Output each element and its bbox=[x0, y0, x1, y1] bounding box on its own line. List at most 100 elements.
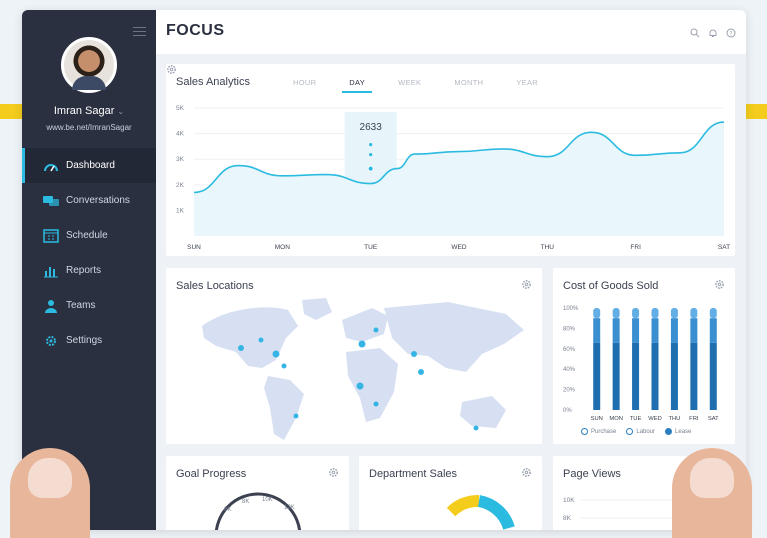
tab-month[interactable]: MONTH bbox=[454, 78, 484, 87]
map-australia bbox=[460, 396, 506, 428]
speedometer-icon bbox=[42, 159, 60, 173]
topbar: FOCUS ? bbox=[156, 10, 746, 54]
sidebar-item-label: Teams bbox=[66, 300, 96, 311]
bar-segment-purchase bbox=[632, 342, 640, 410]
sidebar-item-conversations[interactable]: Conversations bbox=[22, 183, 156, 218]
department-donut-chart bbox=[446, 495, 515, 530]
map-marker bbox=[358, 340, 366, 348]
topbar-actions: ? bbox=[690, 25, 736, 38]
map-south-america bbox=[264, 376, 304, 440]
settings-gear-icon[interactable] bbox=[521, 279, 532, 290]
user-profile-link[interactable]: www.be.net/ImranSagar bbox=[46, 123, 132, 132]
series-area bbox=[194, 122, 724, 236]
world-map[interactable] bbox=[166, 268, 542, 444]
y-tick-label: 1K bbox=[176, 207, 185, 214]
legend-item-labour[interactable]: Labour bbox=[626, 428, 655, 435]
svg-text:?: ? bbox=[729, 30, 732, 37]
bar-segment-purchase bbox=[709, 342, 717, 410]
brand-logo: FOCUS bbox=[166, 22, 225, 39]
bar-segment-lease bbox=[670, 308, 678, 319]
gauge-tick: 6K bbox=[224, 507, 231, 513]
sidebar-item-label: Schedule bbox=[66, 230, 108, 241]
help-icon[interactable]: ? bbox=[726, 25, 736, 38]
bar-segment-labour bbox=[670, 318, 678, 343]
gear-icon bbox=[42, 334, 60, 348]
menu-toggle-icon[interactable] bbox=[133, 24, 146, 39]
x-tick-label: FRI bbox=[630, 244, 641, 251]
x-tick-label: TUE bbox=[630, 416, 642, 422]
background-stripe-left bbox=[0, 104, 24, 119]
data-point-highlight bbox=[367, 165, 374, 172]
card-title: Sales Analytics bbox=[176, 76, 250, 88]
tab-week[interactable]: WEEK bbox=[398, 78, 422, 87]
sidebar-item-teams[interactable]: Teams bbox=[22, 288, 156, 323]
gauge-tick: 8K bbox=[242, 499, 249, 505]
bar-chart-icon bbox=[42, 264, 60, 278]
map-marker bbox=[411, 351, 417, 357]
sidebar-item-label: Conversations bbox=[66, 195, 130, 206]
chat-icon bbox=[42, 194, 60, 208]
sidebar-item-dashboard[interactable]: Dashboard bbox=[22, 148, 156, 183]
y-tick-label: 40% bbox=[563, 367, 576, 373]
chevron-down-icon[interactable]: ⌄ bbox=[117, 107, 125, 116]
tooltip-dot bbox=[369, 152, 373, 157]
bar-segment-lease bbox=[593, 308, 601, 319]
x-tick-label: MON bbox=[609, 416, 623, 422]
settings-gear-icon[interactable] bbox=[328, 467, 339, 478]
y-tick-label: 80% bbox=[563, 326, 576, 332]
map-marker bbox=[272, 350, 280, 358]
sidebar-nav: Dashboard Conversations Schedule Reports… bbox=[22, 148, 156, 358]
sidebar-item-label: Settings bbox=[66, 335, 103, 346]
users-icon bbox=[42, 299, 60, 313]
right-thumb bbox=[672, 448, 752, 538]
sidebar-item-label: Reports bbox=[66, 265, 102, 276]
x-tick-label: SUN bbox=[591, 416, 603, 422]
tooltip-value: 2633 bbox=[360, 122, 383, 133]
sidebar-item-settings[interactable]: Settings bbox=[22, 323, 156, 358]
bell-icon[interactable] bbox=[708, 25, 718, 37]
sales-locations-card: Sales Locations bbox=[166, 268, 542, 444]
user-name[interactable]: Imran Sagar ⌄ bbox=[53, 105, 125, 117]
x-tick-label: THU bbox=[668, 416, 680, 422]
goal-progress-card: Goal Progress 6K 8K 10K 12K bbox=[166, 456, 349, 530]
sidebar-item-schedule[interactable]: Schedule bbox=[22, 218, 156, 253]
map-north-america bbox=[202, 307, 298, 368]
bar-segment-lease bbox=[709, 308, 717, 319]
y-tick-label: 5K bbox=[176, 105, 185, 112]
map-greenland bbox=[302, 298, 332, 320]
sidebar-item-label: Dashboard bbox=[66, 160, 115, 171]
bar-segment-labour bbox=[690, 318, 698, 343]
donut-segment-yellow bbox=[446, 495, 480, 517]
map-marker bbox=[238, 345, 244, 351]
x-tick-label: THU bbox=[541, 244, 555, 251]
y-tick-label: 100% bbox=[563, 306, 579, 312]
sales-analytics-card: Sales Analytics HOUR DAY WEEK MONTH YEAR… bbox=[166, 64, 735, 256]
map-europe bbox=[342, 308, 388, 342]
goal-gauge: 6K 8K 10K 12K bbox=[214, 492, 302, 530]
legend-item-lease[interactable]: Lease bbox=[665, 428, 691, 435]
tooltip-dot bbox=[369, 142, 373, 147]
sidebar-item-reports[interactable]: Reports bbox=[22, 253, 156, 288]
settings-gear-icon[interactable] bbox=[714, 279, 725, 290]
legend-item-purchase[interactable]: Purchase bbox=[581, 428, 616, 435]
bar-segment-labour bbox=[651, 318, 659, 343]
card-title: Page Views bbox=[563, 468, 621, 480]
y-tick-label: 10K bbox=[563, 497, 575, 504]
y-tick-label: 2K bbox=[176, 182, 185, 189]
map-marker bbox=[356, 382, 364, 390]
settings-gear-icon[interactable] bbox=[166, 64, 177, 75]
x-tick-label: SAT bbox=[718, 244, 730, 251]
search-icon[interactable] bbox=[690, 25, 700, 38]
avatar[interactable] bbox=[61, 37, 117, 93]
map-asia bbox=[384, 302, 524, 372]
bar-segment-labour bbox=[612, 318, 620, 343]
tab-day[interactable]: DAY bbox=[342, 78, 372, 93]
y-tick-label: 8K bbox=[563, 515, 572, 522]
bar-segment-purchase bbox=[651, 342, 659, 410]
settings-gear-icon[interactable] bbox=[521, 467, 532, 478]
gauge-tick: 10K bbox=[262, 497, 273, 503]
tab-hour[interactable]: HOUR bbox=[293, 78, 317, 87]
bar-segment-purchase bbox=[593, 342, 601, 410]
sidebar: Imran Sagar ⌄ www.be.net/ImranSagar Dashb… bbox=[22, 10, 156, 530]
tab-year[interactable]: YEAR bbox=[516, 78, 538, 87]
